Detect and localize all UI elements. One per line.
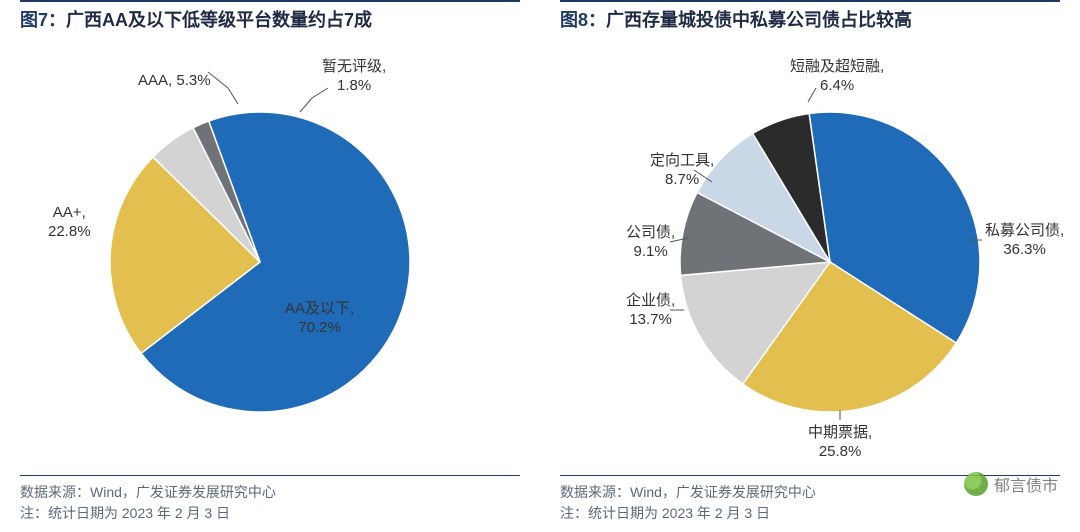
right-chart-area: 私募公司债,36.3%中期票据,25.8%企业债,13.7%公司债,9.1%定向… xyxy=(540,32,1080,412)
left-title-text: 广西AA及以下低等级平台数量约占7成 xyxy=(66,10,372,30)
watermark: 郁言债市 xyxy=(964,472,1058,496)
left-note: 注：统计日期为 2023 年 2 月 3 日 xyxy=(20,503,520,524)
pie-label: AAA, 5.3% xyxy=(138,72,211,91)
leader-line xyxy=(208,72,238,104)
right-note: 注：统计日期为 2023 年 2 月 3 日 xyxy=(560,503,1060,524)
left-title-wrap: 图7：广西AA及以下低等级平台数量约占7成 xyxy=(20,0,520,32)
right-panel: 图8：广西存量城投债中私募公司债占比较高 私募公司债,36.3% 中期票据,25.… xyxy=(540,0,1080,532)
pie-label: AA+,22.8% xyxy=(48,204,91,242)
pie-holder xyxy=(0,32,540,462)
watermark-text: 郁言债市 xyxy=(994,472,1058,496)
left-title-prefix: 图7： xyxy=(20,10,66,30)
left-chart-area: AA及以下,70.2% AA+,22.8% AAA, 5.3% 暂无评级,1.8% xyxy=(0,32,540,412)
pie-label: 中期票据,25.8% xyxy=(808,424,872,462)
pie-label: 企业债,13.7% xyxy=(626,292,675,330)
right-title-wrap: 图8：广西存量城投债中私募公司债占比较高 xyxy=(560,0,1060,32)
right-title-text: 广西存量城投债中私募公司债占比较高 xyxy=(606,10,912,30)
left-footer: 数据来源：Wind，广发证券发展研究中心 注：统计日期为 2023 年 2 月 … xyxy=(20,475,520,524)
pie-label: AA及以下,70.2% xyxy=(285,300,354,338)
pie-label: 私募公司债,36.3% xyxy=(985,222,1064,260)
right-title-prefix: 图8： xyxy=(560,10,606,30)
right-title: 图8：广西存量城投债中私募公司债占比较高 xyxy=(560,10,912,30)
pie-svg xyxy=(0,32,540,462)
page: 图7：广西AA及以下低等级平台数量约占7成 AA及以下,70.2% AA+,22.… xyxy=(0,0,1080,532)
left-panel: 图7：广西AA及以下低等级平台数量约占7成 AA及以下,70.2% AA+,22.… xyxy=(0,0,540,532)
pie-label: 暂无评级,1.8% xyxy=(322,58,386,96)
pie-label: 公司债,9.1% xyxy=(626,224,675,262)
left-title: 图7：广西AA及以下低等级平台数量约占7成 xyxy=(20,10,372,30)
pie-label: 短融及超短融,6.4% xyxy=(790,58,884,96)
pie-label: 定向工具,8.7% xyxy=(650,152,714,190)
watermark-logo-icon xyxy=(964,472,988,496)
left-source: 数据来源：Wind，广发证券发展研究中心 xyxy=(20,482,520,503)
